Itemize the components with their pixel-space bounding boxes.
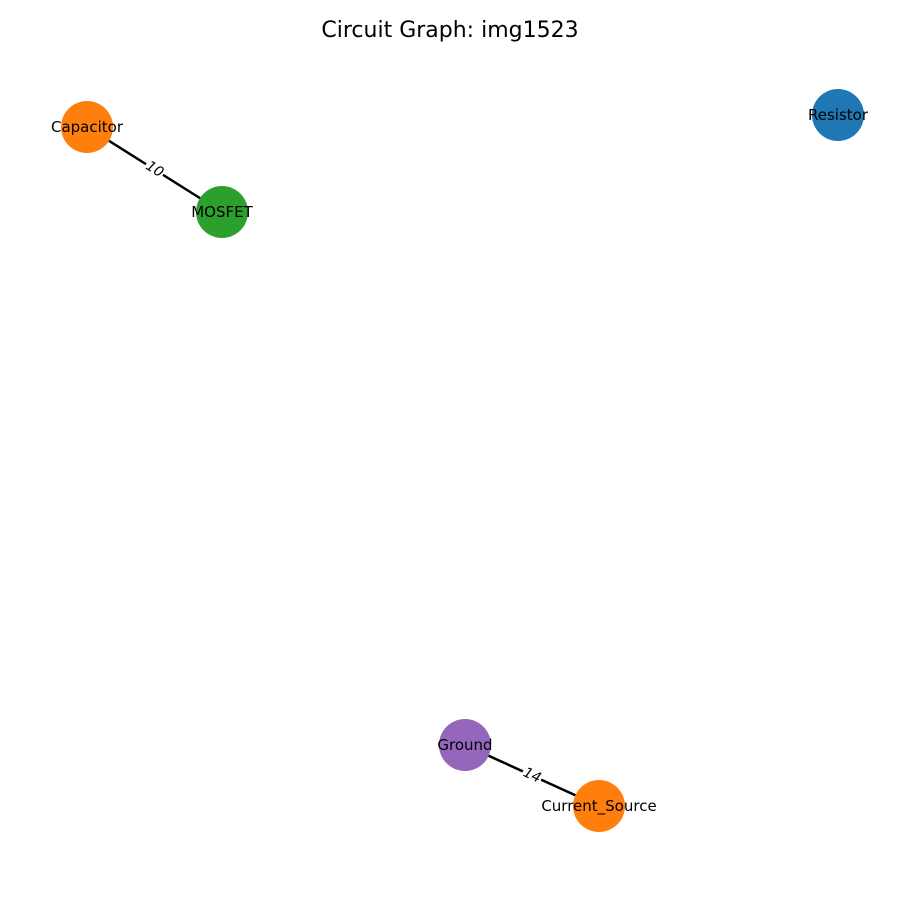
node-ground — [439, 719, 491, 771]
edge-label-background — [519, 763, 545, 788]
node-label-capacitor: Capacitor — [51, 118, 124, 136]
node-label-ground: Ground — [437, 736, 492, 754]
diagram-title: Circuit Graph: img1523 — [321, 18, 579, 43]
edge-label: 10 — [143, 158, 167, 181]
node-resistor — [812, 89, 864, 141]
edge-label: 14 — [521, 765, 544, 787]
edge-label-background — [141, 156, 168, 183]
node-current_source — [573, 780, 625, 832]
node-capacitor — [61, 101, 113, 153]
node-label-resistor: Resistor — [808, 106, 869, 124]
node-mosfet — [196, 186, 248, 238]
node-label-mosfet: MOSFET — [191, 203, 253, 221]
node-label-current_source: Current_Source — [541, 797, 656, 816]
